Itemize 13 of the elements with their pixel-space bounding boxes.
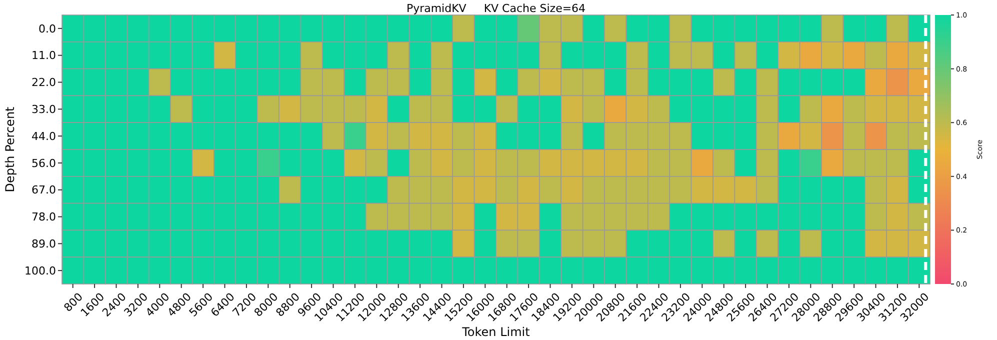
chart-title: PyramidKV KV Cache Size=64 (406, 2, 586, 15)
y-axis-title: Depth Percent (3, 106, 17, 192)
y-tick-label: 44.0 (32, 130, 56, 143)
y-tick-label: 0.0 (38, 22, 56, 36)
y-tick-label: 67.0 (32, 184, 56, 197)
y-tick-label: 56.0 (32, 156, 56, 170)
y-tick-label: 78.0 (32, 210, 56, 224)
y-tick-label: 100.0 (24, 264, 56, 278)
x-axis-title: Token Limit (461, 325, 530, 339)
y-tick-label: 89.0 (32, 238, 56, 250)
y-tick-label: 11.0 (32, 49, 56, 62)
y-tick-label: 33.0 (32, 103, 56, 116)
y-tick-label: 22.0 (32, 76, 56, 90)
